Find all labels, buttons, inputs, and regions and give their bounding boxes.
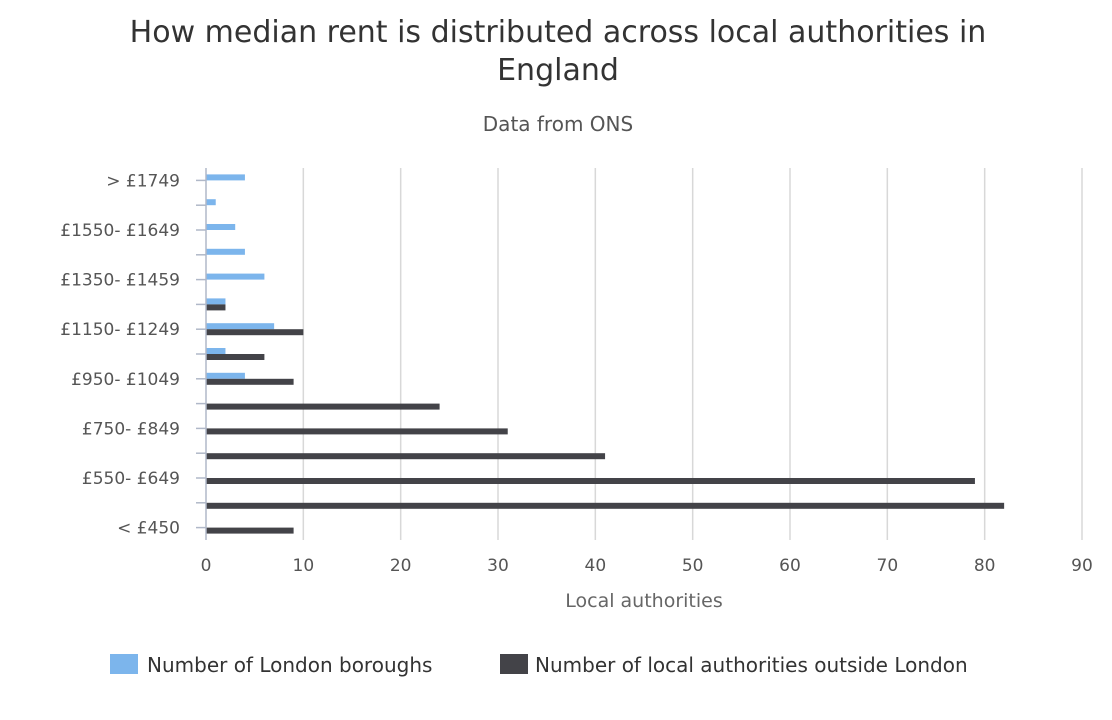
chart-title-line-2: England (497, 53, 619, 88)
chart-title-line-1: How median rent is distributed across lo… (130, 15, 987, 50)
y-tick-label: £950- £1049 (71, 370, 180, 390)
bar[interactable] (206, 453, 606, 460)
legend-item[interactable]: Number of local authorities outside Lond… (500, 653, 968, 677)
x-tick-label: 0 (201, 556, 212, 576)
legend-swatch (500, 654, 528, 674)
x-tick-label: 40 (585, 556, 607, 576)
bar[interactable] (206, 403, 440, 410)
bar[interactable] (206, 304, 226, 311)
legend-item[interactable]: Number of London boroughs (110, 653, 432, 677)
y-tick-label: £1550- £1649 (60, 221, 180, 241)
bar[interactable] (206, 428, 508, 435)
y-tick-label: £1150- £1249 (60, 320, 180, 340)
bar[interactable] (206, 248, 245, 255)
bar[interactable] (206, 478, 975, 484)
bar[interactable] (206, 224, 236, 230)
x-tick-label: 90 (1071, 556, 1093, 576)
legend-swatch (110, 654, 138, 674)
bar[interactable] (206, 199, 216, 206)
x-tick-label: 60 (779, 556, 801, 576)
legend: Number of London boroughs Number of local… (110, 653, 968, 677)
x-tick-label: 50 (682, 556, 704, 576)
bar[interactable] (206, 329, 304, 336)
chart-subtitle: Data from ONS (483, 112, 633, 136)
x-axis: 0 10 20 30 40 50 60 70 80 90 (201, 556, 1093, 576)
x-tick-label: 20 (390, 556, 412, 576)
y-axis: > £1749 £1550- £1649 £1350- £1459 £1150- £1… (60, 168, 207, 540)
y-tick-label: £1350- £1459 (60, 271, 180, 291)
y-tick-label: < £450 (117, 519, 180, 539)
x-tick-label: 30 (487, 556, 509, 576)
bar[interactable] (206, 273, 265, 280)
bar[interactable] (206, 298, 226, 305)
gridlines (302, 168, 1083, 540)
y-tick-label: £550- £649 (82, 469, 180, 489)
bar[interactable] (206, 348, 226, 354)
bars (206, 174, 1005, 534)
bar[interactable] (206, 372, 245, 379)
x-tick-label: 80 (974, 556, 996, 576)
bar[interactable] (206, 527, 294, 534)
bar[interactable] (206, 502, 1005, 509)
y-tick-label: £750- £849 (82, 419, 180, 439)
bar[interactable] (206, 323, 275, 330)
bar[interactable] (206, 378, 294, 385)
y-tick-label: > £1749 (106, 171, 180, 191)
legend-label: Number of London boroughs (147, 653, 432, 677)
x-axis-title: Local authorities (565, 590, 723, 612)
x-tick-label: 70 (877, 556, 899, 576)
bar[interactable] (206, 174, 245, 181)
bar[interactable] (206, 354, 265, 360)
x-tick-label: 10 (293, 556, 315, 576)
legend-label: Number of local authorities outside Lond… (535, 653, 968, 677)
